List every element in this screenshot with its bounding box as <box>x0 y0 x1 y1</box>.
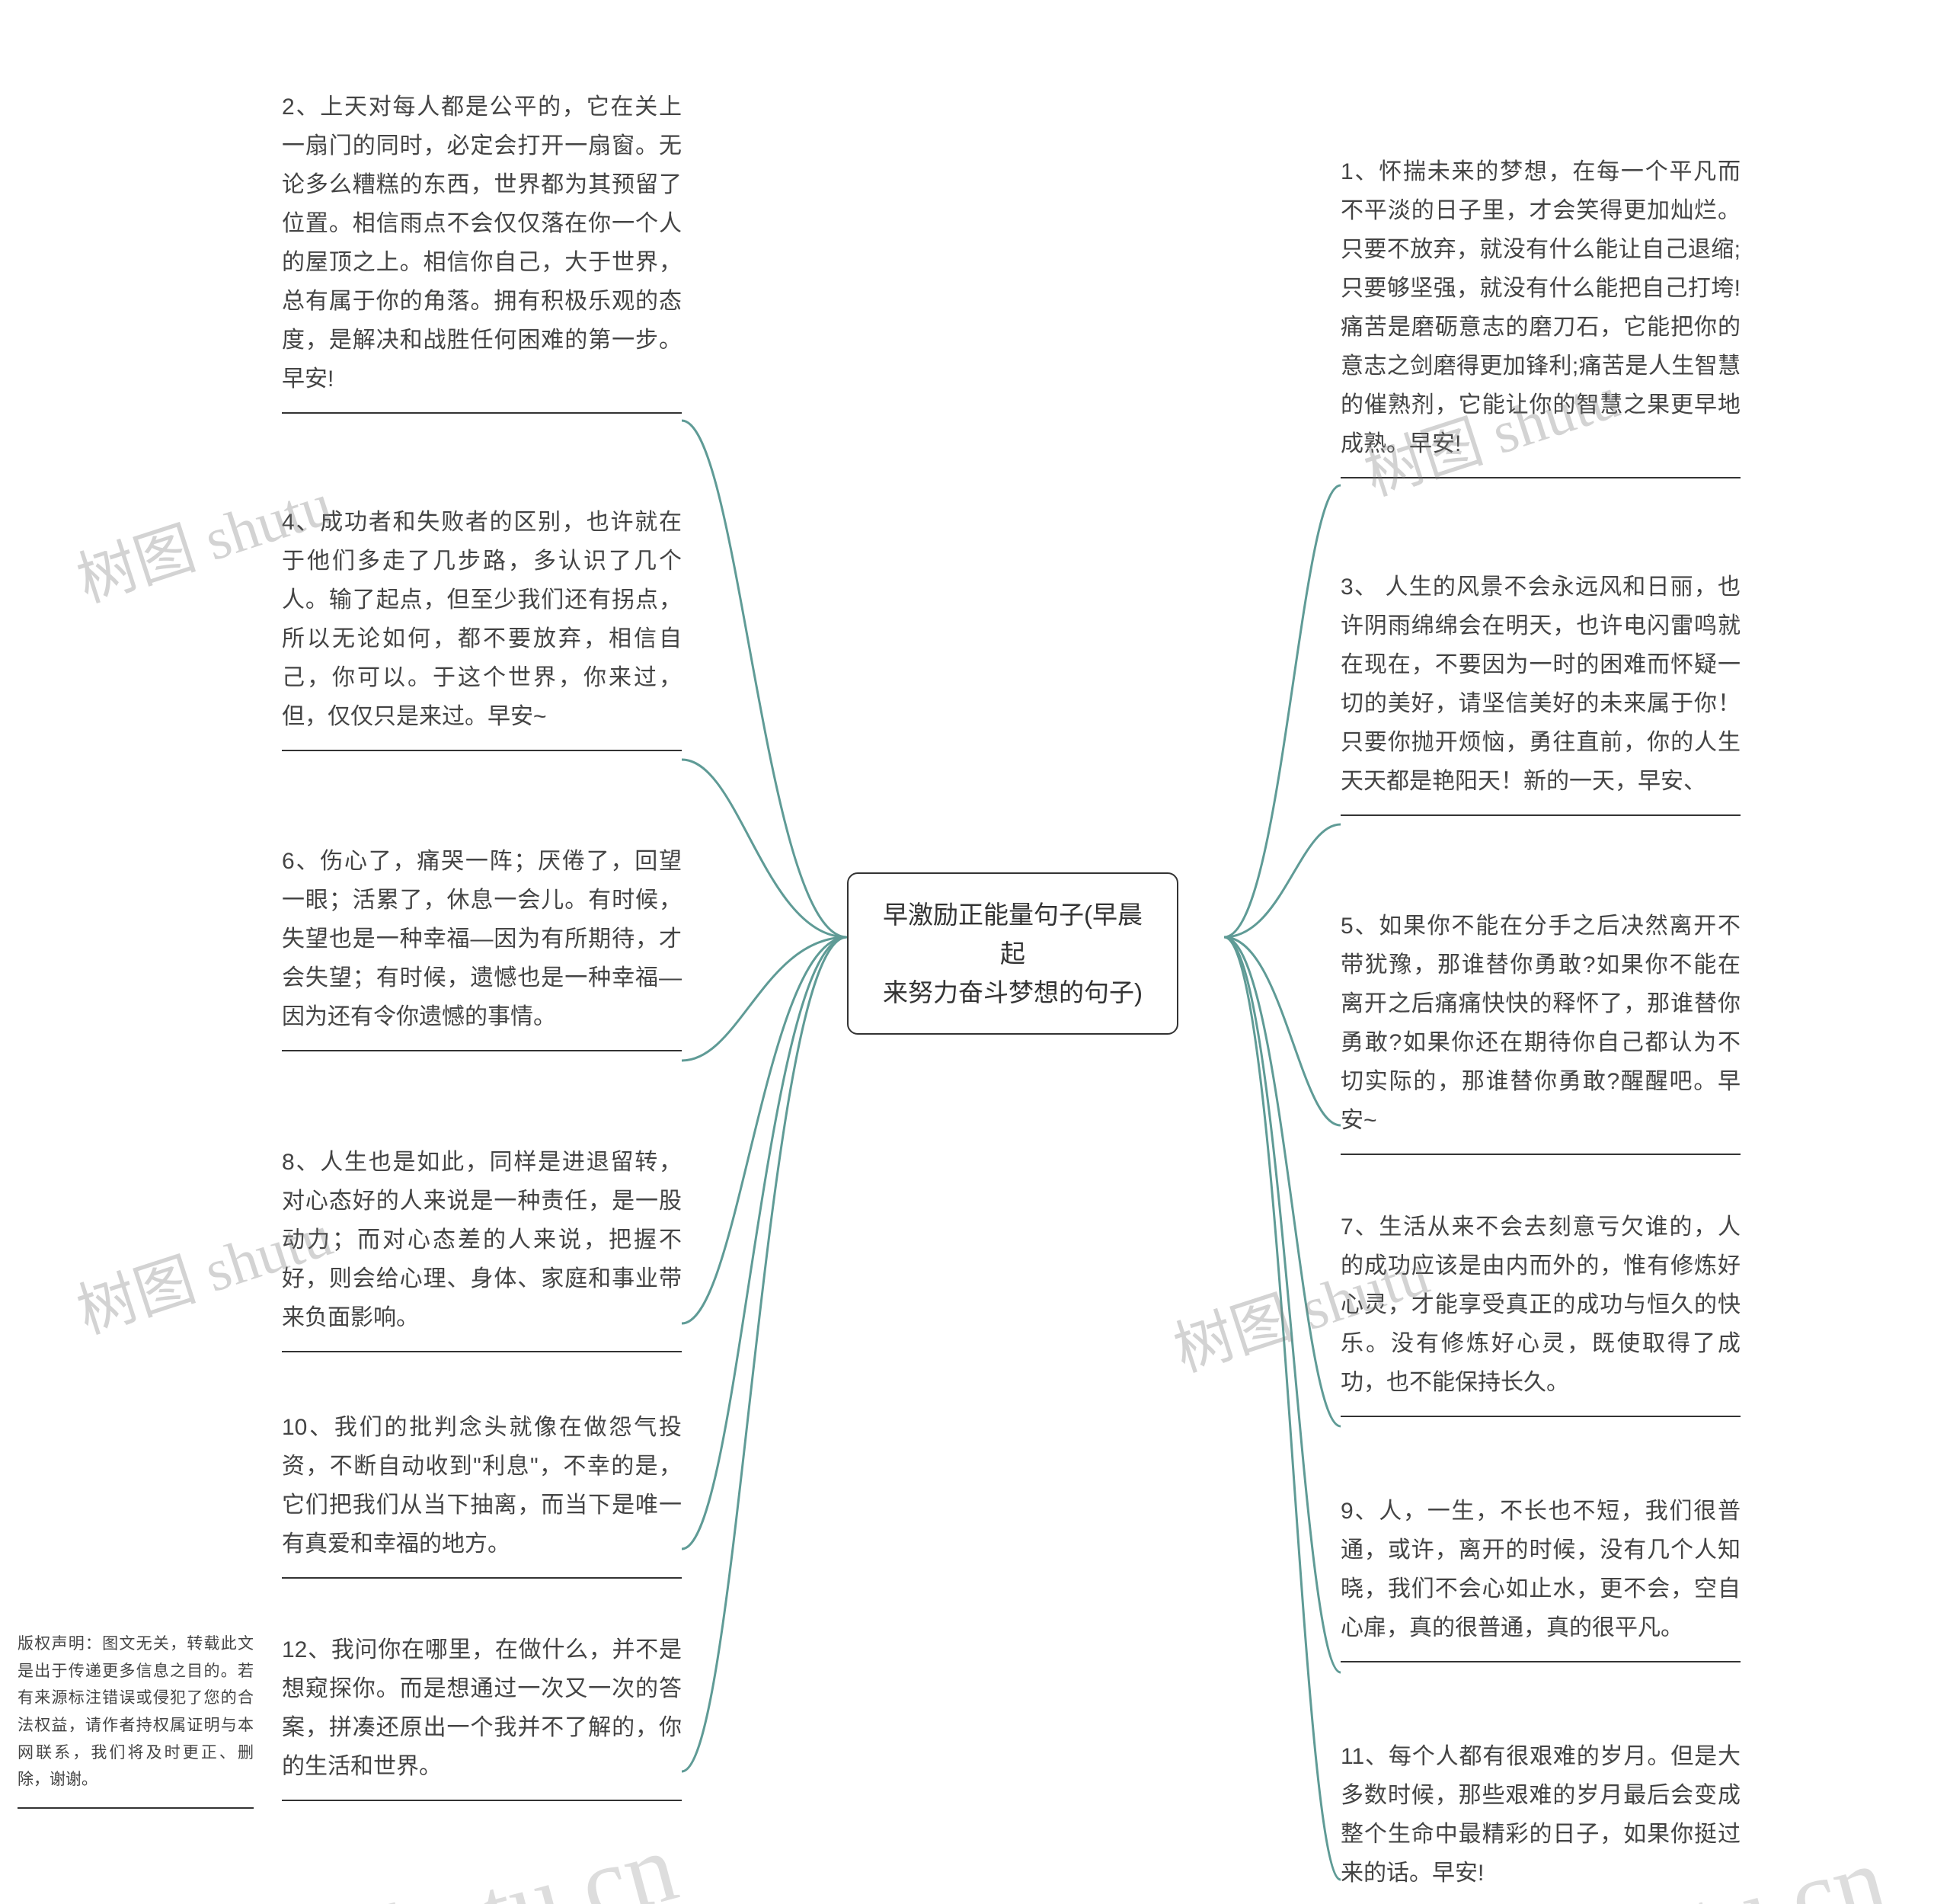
leaf-text: 7、生活从来不会去刻意亏欠谁的，人的成功应该是由内而外的，惟有修炼好心灵，才能享… <box>1341 1214 1741 1395</box>
leaf-text: 4、成功者和失败者的区别，也许就在于他们多走了几步路，多认识了几个人。输了起点，… <box>282 510 682 729</box>
leaf-text: 5、如果你不能在分手之后决然离开不带犹豫，那谁替你勇敢?如果你不能在离开之后痛痛… <box>1341 914 1741 1133</box>
leaf-text: 2、上天对每人都是公平的，它在关上一扇门的同时，必定会打开一扇窗。无论多么糟糕的… <box>282 94 682 392</box>
mindmap-center-node: 早激励正能量句子(早晨起来努力奋斗梦想的句子) <box>847 872 1178 1035</box>
leaf-text: 3、 人生的风景不会永远风和日丽，也许阴雨绵绵会在明天，也许电闪雷鸣就在现在，不… <box>1341 574 1741 794</box>
mindmap-leaf-L12: 12、我问你在哪里，在做什么，并不是想窥探你。而是想通过一次又一次的答案，拼凑还… <box>282 1630 682 1801</box>
mindmap-leaf-R1: 1、怀揣未来的梦想，在每一个平凡而不平淡的日子里，才会笑得更加灿烂。只要不放弃，… <box>1341 152 1741 478</box>
watermark: hutu.cn <box>374 1810 688 1904</box>
mindmap-leaf-R9: 9、人，一生，不长也不短，我们很普通，或许，离开的时候，没有几个人知晓，我们不会… <box>1341 1492 1741 1662</box>
leaf-text: 8、人生也是如此，同样是进退留转，对心态好的人来说是一种责任，是一股动力；而对心… <box>282 1150 682 1330</box>
center-title: 早激励正能量句子(早晨起来努力奋斗梦想的句子) <box>883 901 1143 1006</box>
mindmap-leaf-R3: 3、 人生的风景不会永远风和日丽，也许阴雨绵绵会在明天，也许电闪雷鸣就在现在，不… <box>1341 568 1741 816</box>
leaf-text: 6、伤心了，痛哭一阵；厌倦了，回望一眼；活累了，休息一会儿。有时候，失望也是一种… <box>282 849 682 1029</box>
mindmap-leaf-R11: 11、每个人都有很艰难的岁月。但是大多数时候，那些艰难的岁月最后会变成整个生命中… <box>1341 1737 1741 1904</box>
mindmap-leaf-L4: 4、成功者和失败者的区别，也许就在于他们多走了几步路，多认识了几个人。输了起点，… <box>282 503 682 751</box>
mindmap-leaf-L2: 2、上天对每人都是公平的，它在关上一扇门的同时，必定会打开一扇窗。无论多么糟糕的… <box>282 88 682 414</box>
copyright-text: 版权声明：图文无关，转载此文是出于传递更多信息之目的。若有来源标注错误或侵犯了您… <box>18 1635 254 1788</box>
mindmap-leaf-L6: 6、伤心了，痛哭一阵；厌倦了，回望一眼；活累了，休息一会儿。有时候，失望也是一种… <box>282 842 682 1051</box>
mindmap-leaf-R5: 5、如果你不能在分手之后决然离开不带犹豫，那谁替你勇敢?如果你不能在离开之后痛痛… <box>1341 907 1741 1155</box>
mindmap-leaf-L10: 10、我们的批判念头就像在做怨气投资，不断自动收到"利息"，不幸的是，它们把我们… <box>282 1408 682 1579</box>
copyright-notice: 版权声明：图文无关，转载此文是出于传递更多信息之目的。若有来源标注错误或侵犯了您… <box>18 1630 254 1809</box>
leaf-text: 11、每个人都有很艰难的岁月。但是大多数时候，那些艰难的岁月最后会变成整个生命中… <box>1341 1744 1741 1886</box>
mindmap-leaf-L8: 8、人生也是如此，同样是进退留转，对心态好的人来说是一种责任，是一股动力；而对心… <box>282 1143 682 1352</box>
mindmap-leaf-R7: 7、生活从来不会去刻意亏欠谁的，人的成功应该是由内而外的，惟有修炼好心灵，才能享… <box>1341 1208 1741 1417</box>
leaf-text: 9、人，一生，不长也不短，我们很普通，或许，离开的时候，没有几个人知晓，我们不会… <box>1341 1499 1741 1640</box>
leaf-text: 12、我问你在哪里，在做什么，并不是想窥探你。而是想通过一次又一次的答案，拼凑还… <box>282 1637 682 1779</box>
leaf-text: 1、怀揣未来的梦想，在每一个平凡而不平淡的日子里，才会笑得更加灿烂。只要不放弃，… <box>1341 159 1741 456</box>
leaf-text: 10、我们的批判念头就像在做怨气投资，不断自动收到"利息"，不幸的是，它们把我们… <box>282 1415 682 1557</box>
